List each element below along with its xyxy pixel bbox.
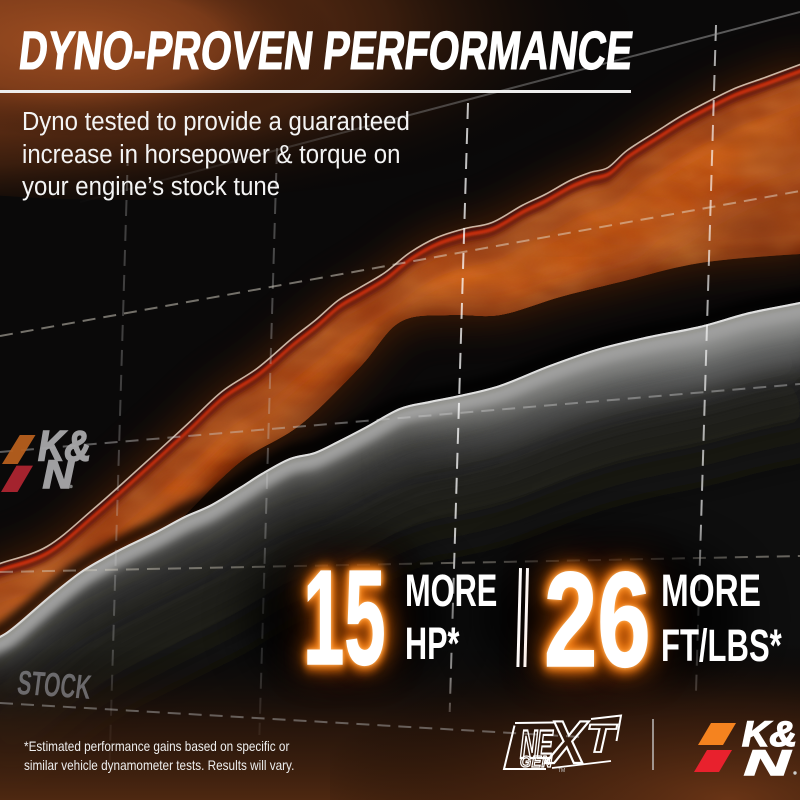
svg-text:T: T [586, 717, 618, 762]
svg-text:K&: K& [38, 423, 91, 470]
svg-text:N: N [43, 453, 75, 497]
svg-text:K&: K& [742, 715, 797, 754]
svg-text:TM: TM [558, 768, 565, 774]
svg-text:NE: NE [520, 722, 553, 767]
svg-text:GEN: GEN [520, 755, 553, 772]
svg-text:N: N [744, 744, 791, 783]
